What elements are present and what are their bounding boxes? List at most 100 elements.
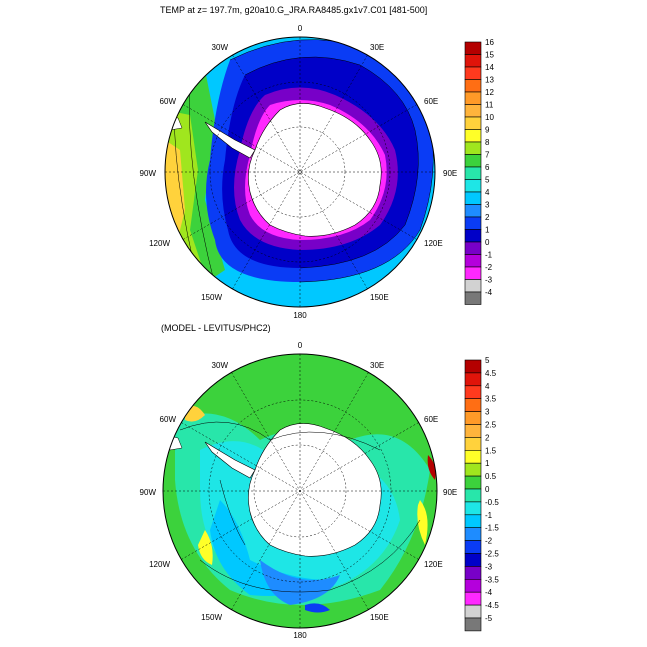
colorbar-label: -2.5 xyxy=(485,550,499,559)
colorbar-label: 1 xyxy=(485,226,490,235)
colorbar-swatch xyxy=(464,204,482,218)
colorbar-swatch xyxy=(464,216,482,230)
lon-label-120w: 120W xyxy=(149,239,170,248)
colorbar-swatch xyxy=(464,449,482,464)
colorbar-swatch xyxy=(464,241,482,255)
colorbar-label: -5 xyxy=(485,614,493,623)
colorbar-swatch xyxy=(464,527,482,541)
lon-label-0: 0 xyxy=(298,341,303,350)
colorbar-label: 12 xyxy=(485,88,494,97)
lon-label-30w: 30W xyxy=(212,43,229,52)
colorbar-label: 3 xyxy=(485,201,490,210)
colorbar-label: 0 xyxy=(485,485,490,494)
colorbar-label: 16 xyxy=(485,38,494,47)
colorbar-label: 2 xyxy=(485,213,490,222)
lon-label-60e: 60E xyxy=(424,97,438,106)
colorbar-label: 14 xyxy=(485,63,494,72)
colorbar-swatch xyxy=(464,617,482,632)
colorbar-swatch xyxy=(464,79,482,93)
lon-label-90w: 90W xyxy=(140,488,157,497)
colorbar-label: -1 xyxy=(485,511,493,520)
colorbar-swatch xyxy=(464,54,482,68)
colorbar-label: 2.5 xyxy=(485,421,497,430)
colorbar-swatch xyxy=(464,475,482,490)
colorbar-label: 5 xyxy=(485,176,490,185)
colorbar-label: 13 xyxy=(485,76,494,85)
colorbar-swatch xyxy=(464,398,482,412)
colorbar-swatch xyxy=(464,437,482,451)
colorbar-label: -4.5 xyxy=(485,601,499,610)
lon-label-120w: 120W xyxy=(149,560,170,569)
lon-label-30e: 30E xyxy=(370,361,384,370)
colorbar-swatch xyxy=(464,191,482,205)
colorbar-label: -4 xyxy=(485,588,493,597)
colorbar-swatch xyxy=(464,254,482,268)
colorbar-label: 6 xyxy=(485,163,490,172)
top-panel-title: TEMP at z= 197.7m, g20a10.G_JRA.RA8485.g… xyxy=(160,5,428,15)
colorbar-swatch xyxy=(464,116,482,130)
colorbar-label: 7 xyxy=(485,151,490,160)
lon-label-150w: 150W xyxy=(201,293,222,302)
colorbar-swatch xyxy=(464,91,482,105)
top-map: 0 30E 60E 90E 120E 150E 180 150W 120W 90… xyxy=(140,24,458,320)
colorbar-label: -3 xyxy=(485,562,493,571)
colorbar-label: 10 xyxy=(485,113,494,122)
colorbar-label: -2 xyxy=(485,263,493,272)
colorbar-swatch xyxy=(464,591,482,606)
lon-label-90e: 90E xyxy=(443,488,457,497)
colorbar-swatch xyxy=(464,129,482,143)
colorbar-swatch xyxy=(464,553,482,567)
lon-label-180: 180 xyxy=(293,311,307,320)
colorbar-label: -0.5 xyxy=(485,498,499,507)
lon-label-180: 180 xyxy=(293,631,307,640)
colorbar-label: -4 xyxy=(485,288,493,297)
colorbar-swatch xyxy=(464,411,482,425)
lon-label-150w: 150W xyxy=(201,613,222,622)
colorbar-label: -3 xyxy=(485,276,493,285)
colorbar-label: 0 xyxy=(485,238,490,247)
colorbar-label: -1.5 xyxy=(485,524,499,533)
colorbar-swatch xyxy=(464,462,482,477)
colorbar-label: 5 xyxy=(485,356,490,365)
bottom-lon-labels: 0 30E 60E 90E 120E 150E 180 150W 120W 90… xyxy=(140,341,458,640)
lon-label-120e: 120E xyxy=(424,560,443,569)
colorbar-label: 11 xyxy=(485,101,494,110)
colorbar-label: 4 xyxy=(485,188,490,197)
colorbar-label: 1 xyxy=(485,459,490,468)
lon-label-120e: 120E xyxy=(424,239,443,248)
colorbar-swatch xyxy=(464,372,482,387)
lon-label-60e: 60E xyxy=(424,415,438,424)
lon-label-90w: 90W xyxy=(140,169,157,178)
colorbar-label: 15 xyxy=(485,51,494,60)
bottom-map: 0 30E 60E 90E 120E 150E 180 150W 120W 90… xyxy=(140,341,458,640)
colorbar-swatch xyxy=(464,104,482,118)
colorbar-label: 9 xyxy=(485,126,490,135)
colorbar-swatch xyxy=(464,154,482,168)
colorbar-swatch xyxy=(464,385,482,399)
lon-label-150e: 150E xyxy=(370,613,389,622)
colorbar-label: 3.5 xyxy=(485,395,497,404)
top-lon-labels: 0 30E 60E 90E 120E 150E 180 150W 120W 90… xyxy=(140,24,458,320)
colorbar-swatch xyxy=(464,540,482,554)
colorbar-label: -1 xyxy=(485,251,493,260)
colorbar-label: 1.5 xyxy=(485,446,497,455)
lon-label-150e: 150E xyxy=(370,293,389,302)
lon-label-30w: 30W xyxy=(212,361,229,370)
colorbar-label: -2 xyxy=(485,537,493,546)
colorbar-label: 8 xyxy=(485,138,490,147)
lon-label-60w: 60W xyxy=(160,415,177,424)
lon-label-0: 0 xyxy=(298,24,303,33)
lon-label-30e: 30E xyxy=(370,43,384,52)
lon-label-60w: 60W xyxy=(160,97,177,106)
colorbar-swatch xyxy=(464,359,482,374)
lon-label-90e: 90E xyxy=(443,169,457,178)
colorbar-label: 3 xyxy=(485,408,490,417)
colorbar-label: 4.5 xyxy=(485,369,497,378)
colorbar-swatch xyxy=(464,41,482,55)
colorbar-swatch xyxy=(464,291,482,305)
colorbar-swatch xyxy=(464,266,482,280)
colorbar-swatch xyxy=(464,279,482,293)
colorbar-swatch xyxy=(464,179,482,193)
colorbar-label: 0.5 xyxy=(485,472,497,481)
